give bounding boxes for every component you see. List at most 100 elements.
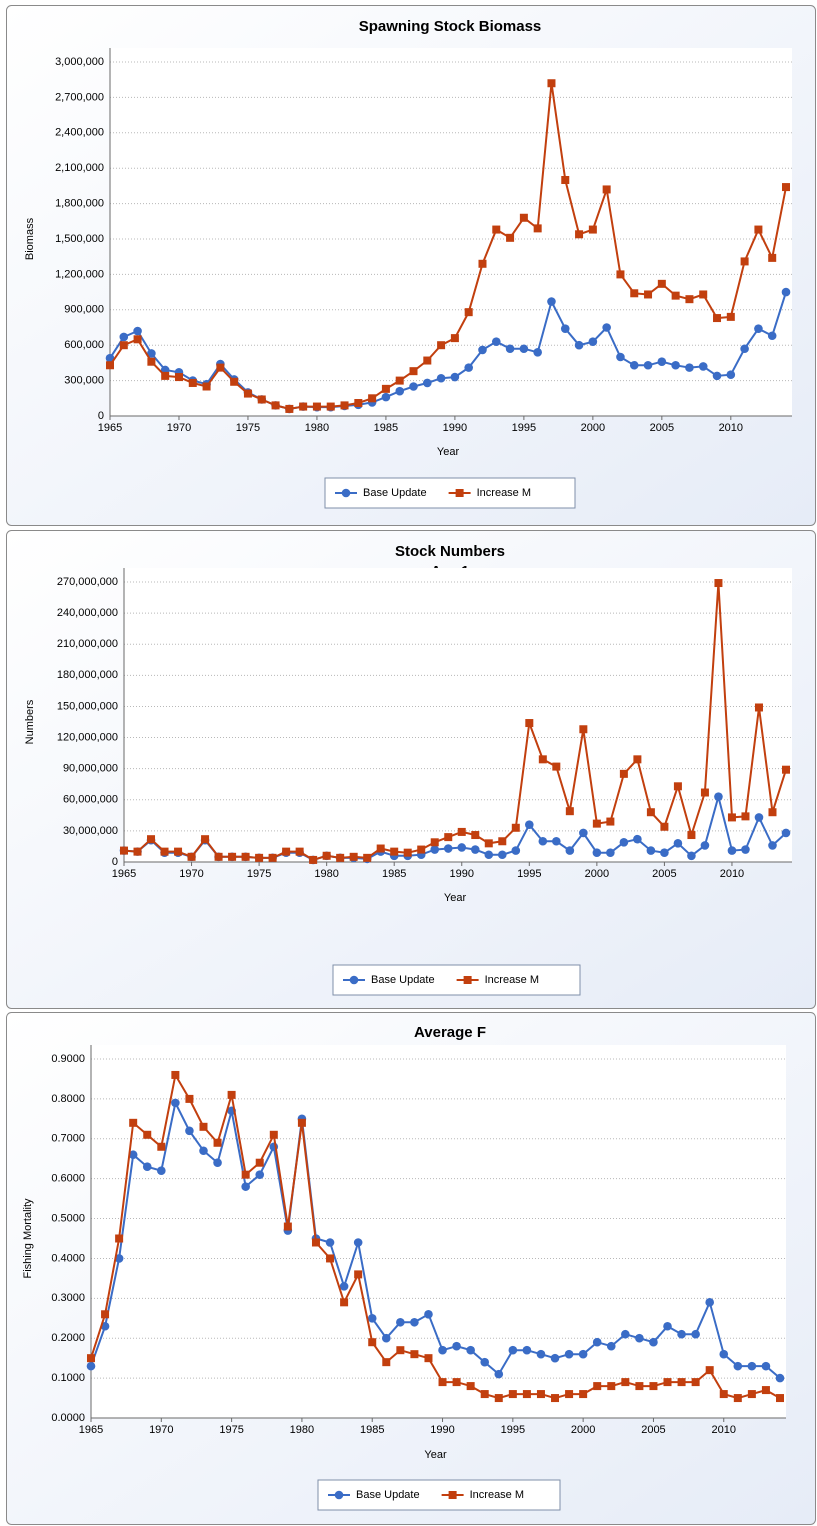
data-point	[727, 846, 737, 855]
data-point	[452, 1378, 461, 1387]
data-point	[691, 1329, 700, 1339]
y-tick-label: 30,000,000	[63, 825, 118, 837]
legend-label: Base Update	[356, 1489, 420, 1501]
data-point	[616, 270, 625, 279]
data-point	[484, 850, 494, 860]
data-point	[713, 314, 722, 323]
data-point	[466, 1345, 475, 1355]
y-tick-label: 300,000	[64, 375, 104, 387]
data-point	[450, 334, 459, 343]
data-point	[727, 813, 736, 822]
data-point	[395, 386, 405, 396]
y-tick-label: 180,000,000	[57, 669, 118, 681]
data-point	[269, 1130, 278, 1139]
data-point	[185, 1126, 194, 1136]
y-tick-label: 2,400,000	[55, 127, 104, 139]
data-point	[719, 1390, 728, 1399]
legend-marker	[334, 1490, 344, 1500]
data-point	[538, 755, 547, 764]
y-tick-label: 270,000,000	[57, 576, 118, 588]
data-point	[677, 1329, 686, 1339]
y-tick-label: 900,000	[64, 304, 104, 316]
data-point	[268, 853, 277, 862]
data-point	[508, 1390, 517, 1399]
data-point	[714, 579, 723, 588]
data-point	[484, 839, 493, 848]
x-tick-label: 1995	[512, 422, 536, 434]
data-point	[171, 1070, 180, 1079]
data-point	[255, 1158, 264, 1167]
data-point	[657, 279, 666, 288]
data-point	[574, 340, 584, 350]
data-point	[498, 837, 507, 846]
x-axis-label: Year	[424, 1449, 447, 1461]
data-point	[353, 1238, 363, 1247]
x-tick-label: 1980	[305, 422, 329, 434]
y-tick-label: 90,000,000	[63, 763, 118, 775]
data-point	[588, 225, 597, 234]
data-point	[297, 1118, 306, 1127]
chart-panel: Average F 0.0000 0.1000 0.2000 0.3000 0.4000 0…	[6, 1012, 816, 1525]
data-point	[340, 401, 349, 410]
y-tick-label: 240,000,000	[57, 607, 118, 619]
data-point	[740, 344, 749, 354]
data-point	[157, 1142, 166, 1151]
data-point	[712, 371, 722, 381]
data-point	[376, 844, 385, 853]
data-point	[424, 1309, 433, 1319]
data-point	[579, 725, 588, 734]
data-point	[616, 352, 625, 362]
y-tick-label: 0.1000	[51, 1372, 85, 1384]
data-point	[115, 1234, 124, 1243]
data-point	[128, 1150, 138, 1160]
data-point	[781, 828, 791, 838]
data-point	[423, 378, 432, 388]
data-point	[519, 213, 528, 222]
data-point	[381, 392, 391, 402]
data-point	[592, 819, 601, 828]
x-tick-label: 1990	[430, 1424, 454, 1436]
data-point	[160, 847, 169, 856]
data-point	[187, 852, 196, 861]
data-point	[312, 402, 321, 411]
data-point	[677, 1378, 686, 1387]
y-tick-label: 0.0000	[51, 1412, 85, 1424]
data-point	[282, 847, 291, 856]
data-point	[241, 1182, 250, 1191]
data-point	[565, 1390, 574, 1399]
x-tick-label: 2010	[720, 868, 744, 880]
data-point	[457, 843, 467, 852]
y-axis-label: Numbers	[24, 699, 36, 744]
data-point	[551, 1394, 560, 1403]
x-tick-label: 1975	[236, 422, 260, 434]
y-tick-label: 0.6000	[51, 1173, 85, 1185]
data-point	[754, 225, 763, 234]
data-point	[368, 394, 377, 403]
x-tick-label: 2000	[571, 1424, 595, 1436]
x-axis-label: Year	[437, 446, 460, 458]
data-point	[607, 1382, 616, 1391]
data-point	[579, 1390, 588, 1399]
legend-box	[317, 1479, 561, 1511]
data-point	[533, 224, 542, 233]
data-point	[767, 331, 777, 341]
data-point	[733, 1394, 742, 1403]
data-point	[761, 1361, 771, 1371]
data-point	[705, 1366, 714, 1375]
data-point	[381, 1333, 391, 1343]
data-point	[354, 399, 363, 408]
data-point	[396, 1346, 405, 1355]
data-point	[741, 812, 750, 821]
data-point	[592, 848, 602, 857]
data-point	[464, 363, 473, 372]
data-point	[592, 1337, 602, 1347]
data-point	[339, 1282, 349, 1291]
y-tick-label: 600,000	[64, 339, 104, 351]
data-point	[424, 1354, 433, 1363]
data-point	[726, 370, 736, 380]
data-point	[700, 788, 709, 797]
data-point	[633, 755, 642, 764]
data-point	[403, 848, 412, 857]
legend-marker	[448, 1491, 457, 1499]
plot-area	[124, 568, 792, 862]
